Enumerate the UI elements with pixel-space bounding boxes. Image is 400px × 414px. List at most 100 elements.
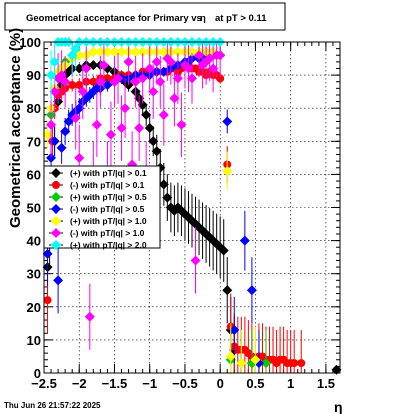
data-point [130, 76, 141, 87]
data-point [46, 70, 57, 81]
legend-label: (+) with pT/|q| > 1.0 [70, 216, 147, 226]
legend-label: (+) with pT/|q| > 2.0 [70, 240, 147, 250]
data-point [89, 77, 98, 86]
data-point [49, 56, 60, 67]
data-point [74, 50, 85, 61]
legend-marker [51, 168, 61, 178]
data-point [229, 324, 240, 335]
y-tick-label: 40 [27, 234, 41, 249]
y-tick-label: 10 [27, 333, 41, 348]
data-point [91, 119, 102, 130]
data-point [123, 80, 134, 91]
data-point [297, 359, 306, 368]
legend-marker [51, 192, 61, 202]
y-tick-label: 100 [19, 35, 41, 50]
legend-marker [51, 204, 61, 214]
data-point [46, 119, 57, 130]
data-point [123, 56, 134, 67]
x-tick-label: −0.5 [172, 376, 198, 391]
data-point [75, 81, 84, 90]
data-point [49, 86, 60, 97]
data-point [130, 46, 141, 57]
y-tick-label: 30 [27, 267, 41, 282]
data-point [63, 116, 74, 127]
data-point [208, 63, 219, 74]
data-point [144, 63, 155, 74]
data-point [137, 46, 148, 57]
data-point [84, 311, 95, 322]
data-point [331, 364, 342, 375]
data-point [53, 275, 64, 286]
data-point [74, 103, 85, 114]
data-point [169, 93, 180, 104]
data-point [158, 179, 169, 190]
data-point [250, 354, 261, 365]
legend-marker [51, 216, 61, 226]
legend-label: (+) with pT/|q| > 0.1 [70, 168, 147, 178]
data-point [225, 351, 236, 362]
data-point [236, 358, 247, 369]
x-tick-label: 1.5 [317, 376, 335, 391]
x-axis-label: η [334, 399, 343, 414]
data-point [56, 70, 67, 81]
data-point [67, 50, 78, 61]
data-point [88, 46, 99, 57]
data-point [68, 81, 77, 90]
data-point [102, 46, 113, 57]
data-point [116, 123, 127, 134]
data-point [239, 235, 250, 246]
x-tick-label: 1 [287, 376, 294, 391]
data-point [290, 359, 299, 368]
data-point [141, 109, 152, 120]
legend-label: (+) with pT/|q| > 0.5 [70, 192, 147, 202]
data-point [137, 99, 148, 110]
data-point [261, 358, 271, 369]
data-point [74, 63, 85, 74]
chart-title-symbol: η [200, 13, 206, 24]
data-point [172, 73, 183, 84]
data-point [155, 76, 166, 87]
data-point [222, 166, 233, 177]
data-point [102, 80, 113, 91]
data-point [222, 285, 233, 296]
data-point [70, 43, 81, 54]
chart-title: Geometrical acceptance for Primary vs [26, 13, 202, 24]
x-tick-label: 0 [217, 376, 224, 391]
data-point [116, 46, 127, 57]
data-point [194, 50, 205, 61]
data-point [187, 73, 197, 84]
y-tick-label: 70 [27, 134, 41, 149]
data-point [56, 142, 67, 153]
data-point [70, 113, 81, 124]
data-point [95, 76, 106, 87]
data-point [74, 152, 85, 163]
data-point [148, 86, 159, 97]
data-point [46, 152, 57, 163]
chart-title-suffix: at pT > 0.11 [215, 13, 267, 24]
data-point [42, 129, 53, 140]
data-point [187, 46, 197, 57]
x-tick-label: −2.5 [31, 376, 57, 391]
data-point [190, 255, 201, 266]
y-axis-label: Geometrical acceptance (%) [7, 28, 24, 228]
data-point [88, 60, 99, 71]
legend-marker [52, 181, 60, 189]
data-point [77, 86, 88, 97]
legend-marker [51, 240, 61, 250]
data-point [60, 76, 71, 87]
data-point [158, 46, 169, 57]
data-point [215, 50, 226, 61]
data-point [218, 245, 229, 256]
x-tick-label: −1.5 [102, 376, 128, 391]
legend-box [43, 165, 161, 249]
data-point [98, 60, 109, 71]
data-point [95, 46, 106, 57]
data-point [158, 66, 169, 77]
data-point [120, 103, 131, 114]
tick-labels: −2.5 −2 −1.5 −1 −0.5 0 0.5 1 1.5 0 10 20 30 40 50 60 70 8… [19, 35, 335, 391]
y-tick-label: 20 [27, 300, 41, 315]
data-point [113, 73, 123, 84]
data-point [105, 129, 116, 140]
title-box [4, 2, 286, 31]
